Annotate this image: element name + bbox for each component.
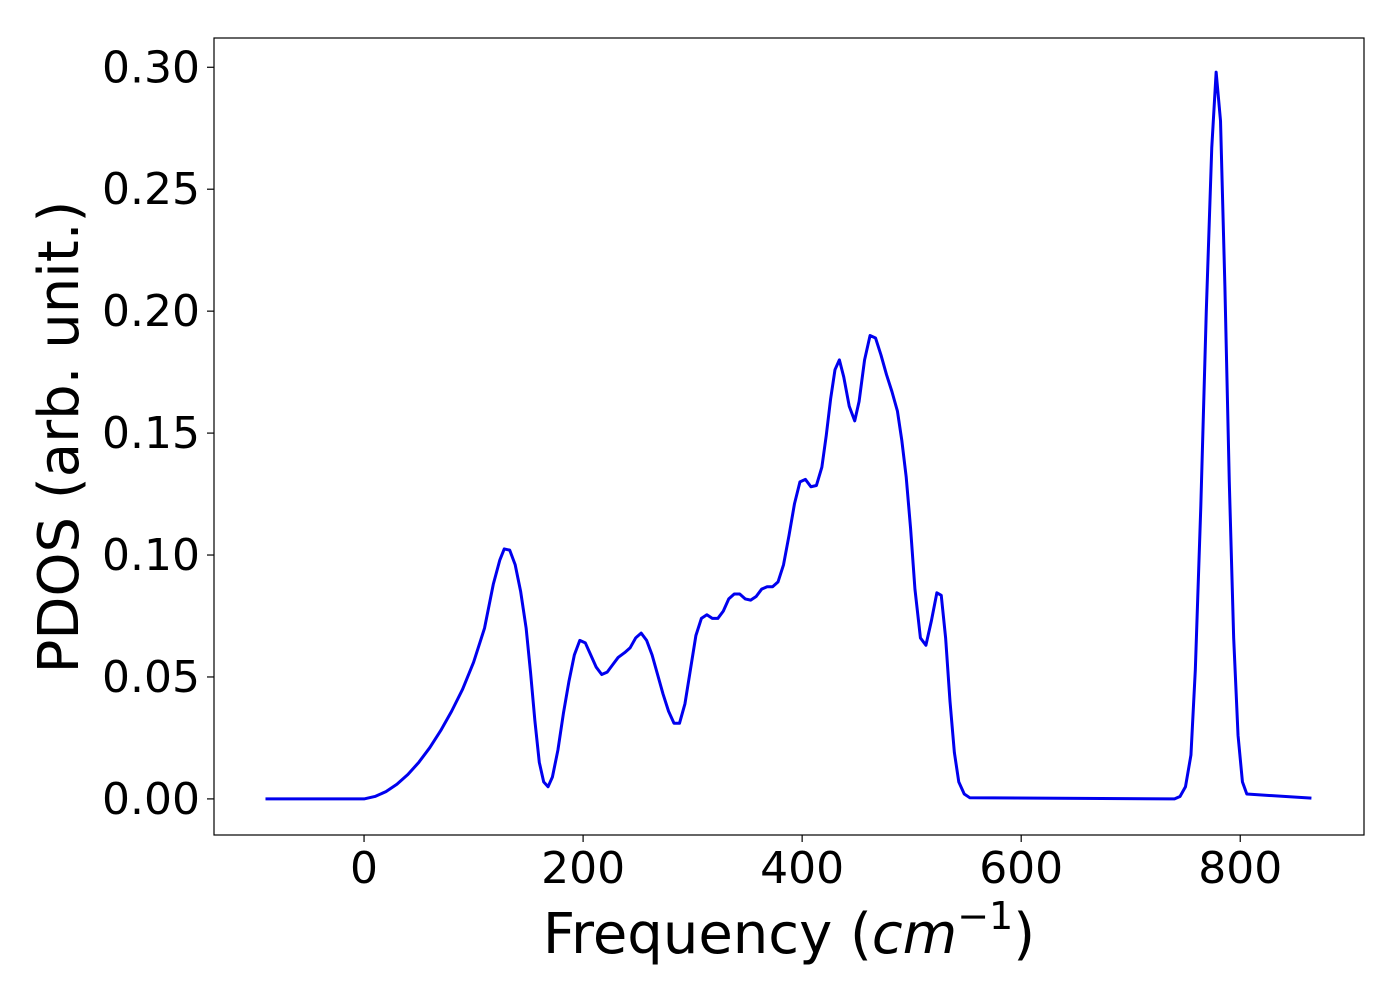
y-tick-label: 0.10 — [102, 530, 200, 581]
x-tick-label: 600 — [979, 843, 1063, 894]
x-axis-label: Frequency (cm−1) — [543, 894, 1035, 967]
x-label-text: Frequency ( — [543, 902, 872, 967]
x-label-close: ) — [1013, 902, 1035, 967]
y-tick-label: 0.20 — [102, 286, 200, 337]
plot-frame — [213, 37, 1365, 836]
x-tick-label: 0 — [350, 843, 378, 894]
pdos-line — [265, 70, 1312, 801]
x-tick-label: 800 — [1198, 843, 1282, 894]
x-label-unit: cm — [872, 902, 957, 967]
x-label-exponent: −1 — [957, 894, 1013, 938]
x-tick-label: 400 — [760, 843, 844, 894]
y-tick-label: 0.15 — [102, 408, 200, 459]
y-tick-label: 0.30 — [102, 42, 200, 93]
x-tick-label: 200 — [541, 843, 625, 894]
y-tick-label: 0.05 — [102, 652, 200, 703]
y-axis-label: PDOS (arb. unit.) — [27, 201, 92, 674]
y-tick-label: 0.00 — [102, 774, 200, 825]
y-tick-label: 0.25 — [102, 164, 200, 215]
